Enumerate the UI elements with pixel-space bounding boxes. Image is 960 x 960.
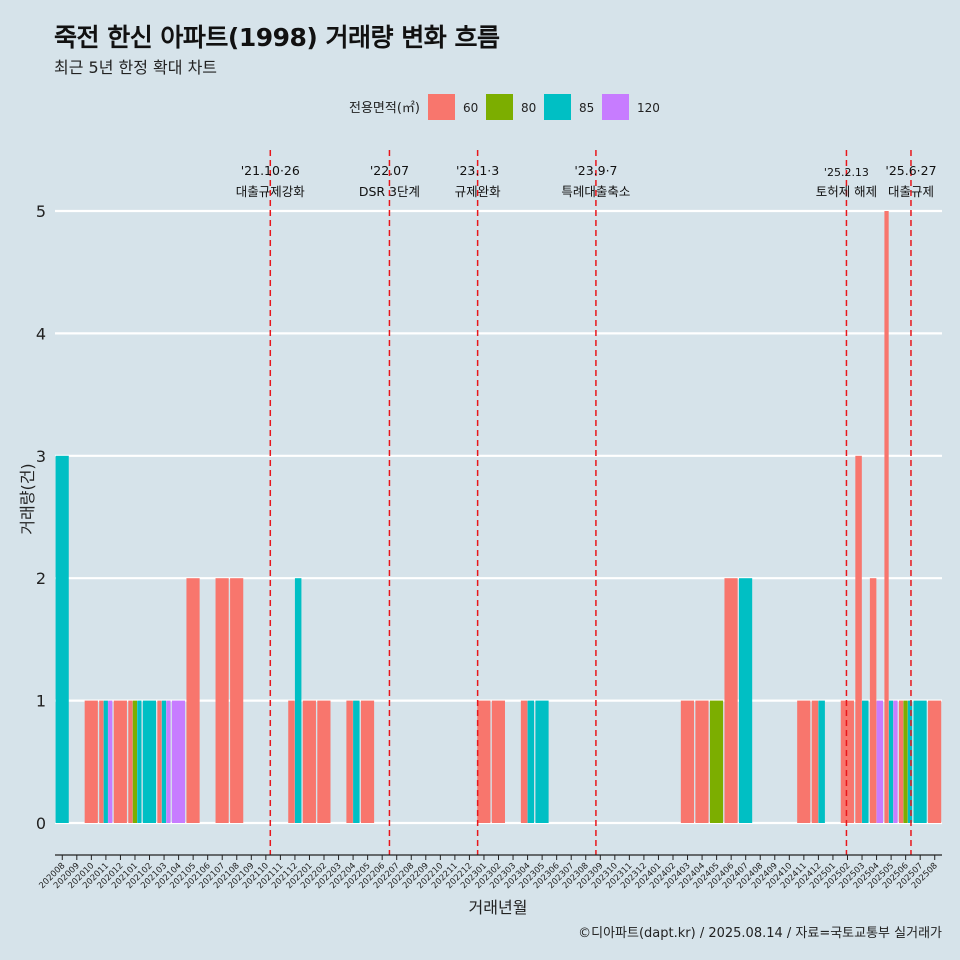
bar-202503-60: [855, 455, 862, 823]
bar-202112-60: [288, 700, 295, 823]
legend-label-80: 80: [521, 101, 536, 115]
y-axis: 0 1 2 3 4 5: [36, 202, 46, 833]
bar-202010-60: [84, 700, 98, 823]
event-date-label: '25.2.13: [824, 166, 869, 179]
legend-label-85: 85: [579, 101, 594, 115]
bar-202103-60: [157, 700, 162, 823]
bar-series: [55, 211, 942, 823]
bar-202508-60: [928, 700, 942, 823]
bar-202411-60: [797, 700, 811, 823]
bar-202012-60: [113, 700, 127, 823]
event-name-label: 규제완화: [455, 184, 502, 199]
y-tick-label: 1: [36, 692, 46, 711]
bar-202201-60: [302, 700, 316, 823]
bar-202101-80: [132, 700, 138, 823]
event-date-label: '25.6·27: [885, 163, 936, 178]
bar-202502-60: [840, 700, 854, 823]
event-name-label: 대출규제강화: [236, 184, 306, 199]
bar-202011-85: [103, 700, 108, 823]
bar-202506-85: [907, 700, 913, 823]
bar-202205-60: [360, 700, 375, 823]
bar-202305-85: [535, 700, 549, 823]
bar-202301-60: [477, 700, 491, 823]
y-axis-label: 거래량(건): [18, 463, 37, 534]
bar-202011-60: [99, 700, 104, 823]
event-name-label: 특례대출축소: [561, 184, 630, 199]
bar-202108-60: [230, 578, 244, 823]
bar-202202-60: [317, 700, 331, 823]
bar-202101-85: [137, 700, 142, 823]
event-lines: '21.10·26 대출규제강화 '22.07 DSR 3단계 '23.1·3 규제완화 '…: [236, 150, 937, 855]
y-tick-label: 2: [36, 569, 46, 588]
bar-202507-85: [913, 700, 927, 823]
bar-202011-120: [108, 700, 113, 823]
event-date-label: '22.07: [370, 163, 409, 178]
y-tick-label: 5: [36, 202, 46, 221]
bar-202505-60: [884, 211, 889, 823]
bar-202406-60: [724, 578, 738, 823]
bar-202102-85: [142, 700, 157, 823]
bar-202008-85: [55, 455, 69, 823]
bar-202204-85: [353, 700, 360, 823]
bar-202405-80: [709, 700, 724, 823]
legend-label-120: 120: [637, 101, 660, 115]
y-tick-label: 4: [36, 324, 46, 343]
y-tick-label: 3: [36, 447, 46, 466]
bar-202204-60: [346, 700, 353, 823]
bar-202403-60: [680, 700, 695, 823]
bar-202412-85: [818, 700, 825, 823]
legend-label-60: 60: [463, 101, 478, 115]
event-name-label: DSR 3단계: [359, 184, 420, 199]
bar-202105-60: [186, 578, 200, 823]
source-caption: ©디아파트(dapt.kr) / 2025.08.14 / 자료=국토교통부 실…: [578, 926, 942, 941]
bar-202504-120: [876, 700, 884, 823]
chart-subtitle: 최근 5년 한정 확대 차트: [54, 58, 218, 77]
bar-202304-85: [527, 700, 535, 823]
bar-202505-120: [893, 700, 898, 823]
event-date-label: '23.9·7: [574, 163, 617, 178]
bar-202112-85: [294, 578, 302, 823]
legend-title: 전용면적(㎡): [349, 101, 420, 116]
chart-title: 죽전 한신 아파트(1998) 거래량 변화 흐름: [54, 23, 500, 52]
bar-202107-60: [215, 578, 229, 823]
x-axis-label: 거래년월: [469, 898, 528, 917]
event-date-label: '23.1·3: [456, 163, 499, 178]
legend-swatch-60: [428, 94, 455, 120]
event-name-label: 토허제 해제: [816, 184, 877, 199]
bar-202104-120: [171, 700, 186, 823]
legend-swatch-120: [602, 94, 629, 120]
bar-202504-60: [869, 578, 877, 823]
bar-202404-60: [695, 700, 709, 823]
bar-202503-85: [862, 700, 869, 823]
bar-202506-80: [903, 700, 908, 823]
bar-202407-85: [739, 578, 753, 823]
bar-202302-60: [491, 700, 505, 823]
legend: 전용면적(㎡) 60 80 85 120: [349, 94, 660, 120]
bar-202101-60: [128, 700, 133, 823]
bar-202506-60: [898, 700, 904, 823]
event-name-label: 대출규제: [888, 184, 934, 199]
bar-202412-60: [811, 700, 819, 823]
legend-swatch-85: [544, 94, 571, 120]
event-date-label: '21.10·26: [241, 163, 300, 178]
x-axis: 2020082020092020102020112020122021012021…: [37, 854, 942, 891]
bar-202505-85: [888, 700, 894, 823]
bar-202103-85: [161, 700, 167, 823]
y-tick-label: 0: [36, 814, 46, 833]
legend-swatch-80: [486, 94, 513, 120]
bar-202304-60: [520, 700, 528, 823]
bar-202103-120: [166, 700, 171, 823]
